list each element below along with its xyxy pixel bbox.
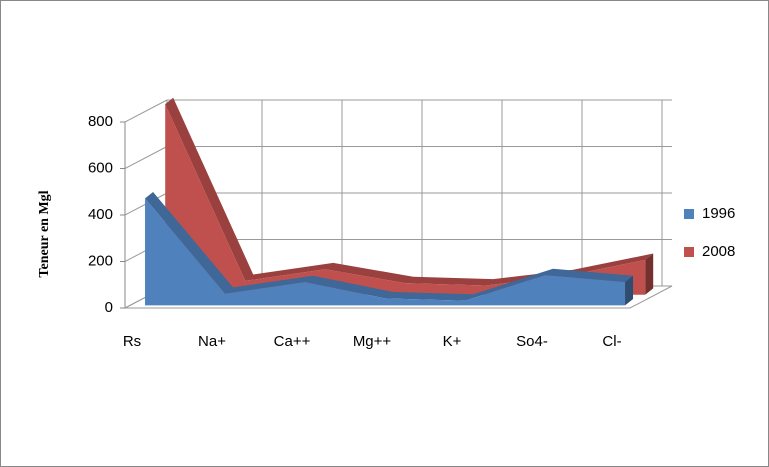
x-tick-label: K+ xyxy=(443,333,462,350)
legend-label: 2008 xyxy=(702,243,735,260)
x-tick-label: Ca++ xyxy=(274,333,311,350)
area xyxy=(145,198,626,306)
x-tick-label: Na+ xyxy=(198,333,226,350)
y-tick-label: 0 xyxy=(105,299,113,316)
legend-swatch xyxy=(684,247,694,257)
x-tick-label: Mg++ xyxy=(353,333,392,350)
y-tick-label: 200 xyxy=(88,252,113,269)
y-tick-label: 600 xyxy=(88,159,113,176)
area-ridge xyxy=(165,97,654,286)
legend-label: 1996 xyxy=(702,205,735,222)
area-side xyxy=(645,253,654,295)
legend-swatch xyxy=(684,209,694,219)
grid-line xyxy=(124,99,168,123)
x-tick-label: Rs xyxy=(123,333,141,350)
area-side xyxy=(625,275,634,306)
x-tick-label: Cl- xyxy=(602,333,621,350)
grid-line xyxy=(124,146,168,169)
y-tick-label: 800 xyxy=(88,113,113,130)
y-axis-label: Teneur en Mgl xyxy=(37,190,52,277)
x-tick-label: So4- xyxy=(516,333,548,350)
y-tick-label: 400 xyxy=(88,206,113,223)
